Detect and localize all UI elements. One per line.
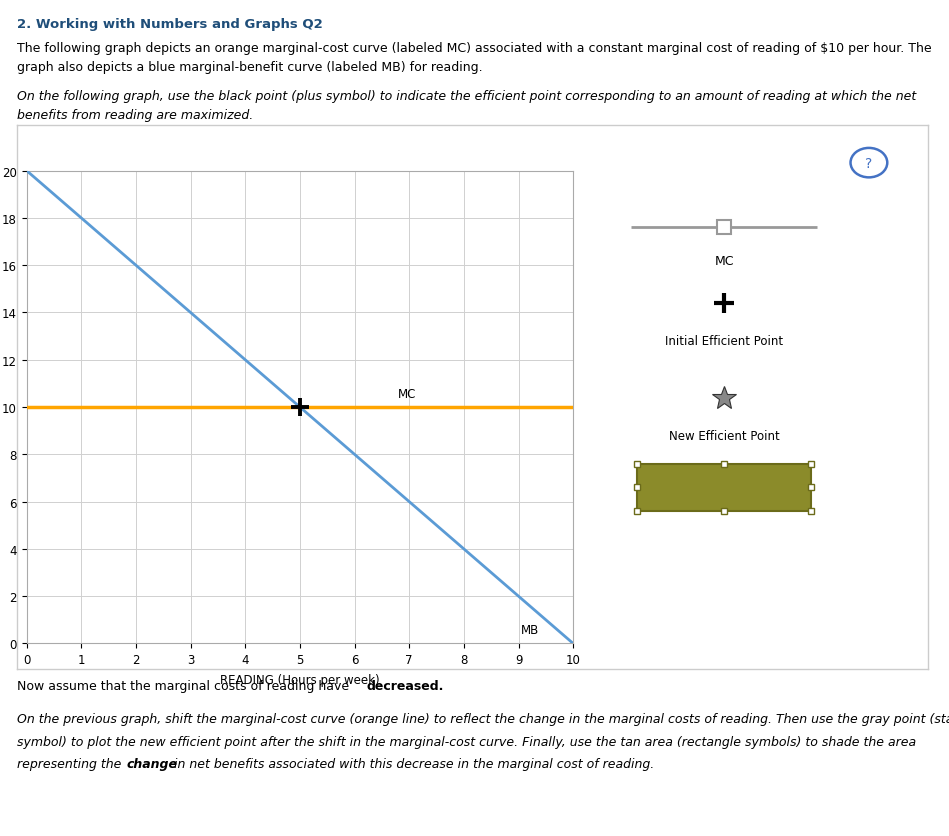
Text: decreased.: decreased. [366, 679, 444, 692]
Text: 2. Working with Numbers and Graphs Q2: 2. Working with Numbers and Graphs Q2 [17, 18, 323, 32]
Text: ?: ? [865, 157, 872, 171]
Text: change: change [126, 757, 177, 771]
Text: MB: MB [521, 624, 540, 637]
Text: New Efficient Point: New Efficient Point [669, 430, 779, 442]
Text: MC: MC [715, 255, 734, 268]
X-axis label: READING (Hours per week): READING (Hours per week) [220, 673, 380, 686]
Text: The following graph depicts an orange marginal-cost curve (labeled MC) associate: The following graph depicts an orange ma… [17, 42, 932, 55]
Text: benefits from reading are maximized.: benefits from reading are maximized. [17, 109, 253, 122]
Text: representing the: representing the [17, 757, 125, 771]
Text: Initial Efficient Point: Initial Efficient Point [665, 335, 783, 348]
Text: symbol) to plot the new efficient point after the shift in the marginal-cost cur: symbol) to plot the new efficient point … [17, 735, 916, 748]
Text: graph also depicts a blue marginal-benefit curve (labeled MB) for reading.: graph also depicts a blue marginal-benef… [17, 61, 483, 74]
Text: MC: MC [399, 387, 417, 400]
Text: in net benefits associated with this decrease in the marginal cost of reading.: in net benefits associated with this dec… [170, 757, 654, 771]
Text: On the following graph, use the black point (plus symbol) to indicate the effici: On the following graph, use the black po… [17, 89, 917, 103]
FancyBboxPatch shape [638, 464, 810, 512]
Text: Now assume that the marginal costs of reading have: Now assume that the marginal costs of re… [17, 679, 353, 692]
Text: On the previous graph, shift the marginal-cost curve (orange line) to reflect th: On the previous graph, shift the margina… [17, 712, 949, 726]
